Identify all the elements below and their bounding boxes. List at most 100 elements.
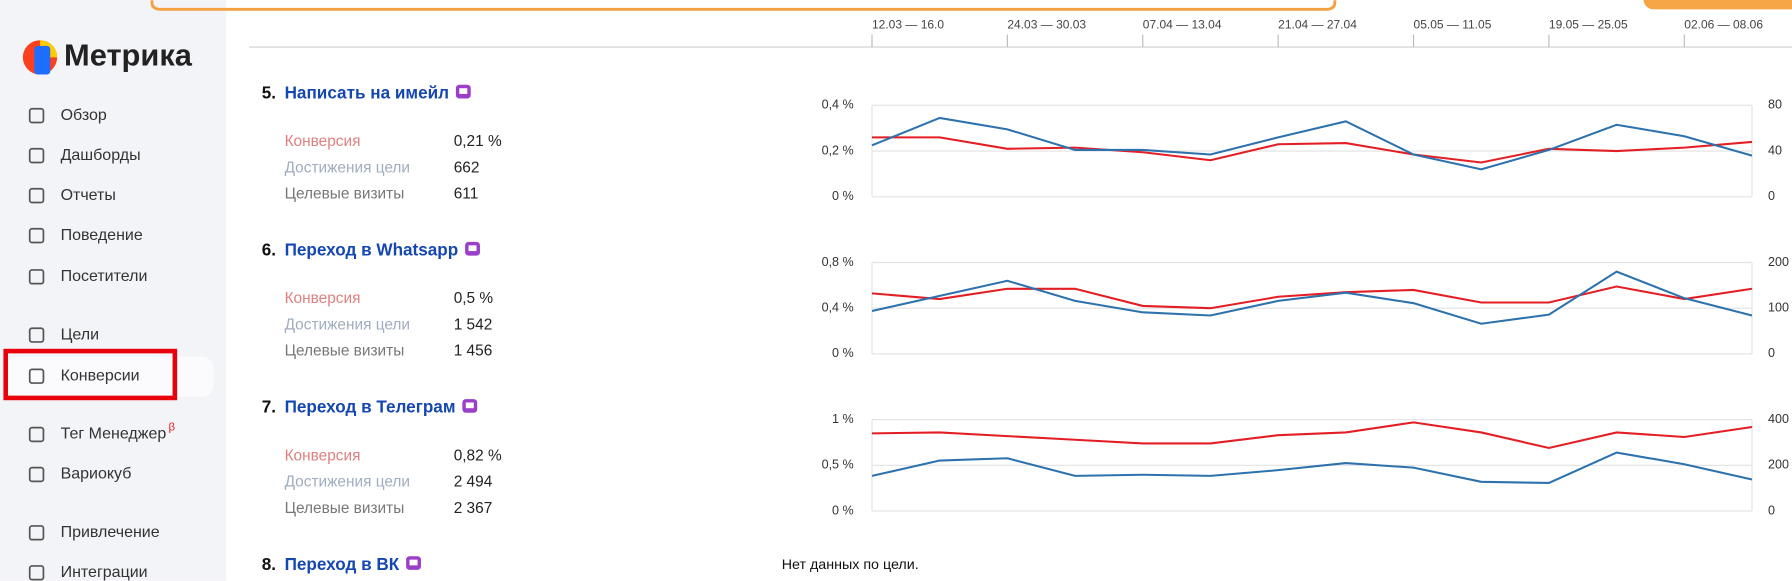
nav-item[interactable]: Привлечение — [28, 524, 160, 541]
nav-label: Посетители — [61, 268, 148, 285]
nav-item[interactable]: Дашборды — [28, 147, 141, 164]
nav-icon — [28, 466, 45, 483]
nav-label: Обзор — [61, 107, 107, 124]
date-label: 02.06 — 08.06 — [1684, 18, 1763, 32]
nav-icon — [28, 227, 45, 244]
nav-label: Поведение — [61, 227, 143, 244]
active-item-bg — [5, 356, 214, 397]
nav-icon — [28, 187, 45, 204]
y-tick-label: 0,8 % — [822, 255, 854, 269]
y2-tick-label: 200 — [1768, 255, 1789, 269]
y-tick-label: 0 % — [832, 503, 854, 517]
nav-icon — [28, 327, 45, 343]
y2-tick-label: 200 — [1768, 458, 1789, 472]
nav-label: Интеграции — [61, 564, 148, 581]
y2-tick-label: 40 — [1768, 143, 1782, 157]
y-tick-label: 0 % — [832, 346, 854, 360]
goal-number: 6. — [262, 240, 276, 260]
series-line — [871, 270, 1753, 325]
metric-value: 662 — [454, 159, 480, 176]
y-tick-label: 0 % — [832, 189, 854, 203]
nav-item[interactable]: Посетители — [28, 268, 148, 285]
goal-number: 7. — [262, 397, 276, 417]
date-label: 07.04 — 13.04 — [1143, 18, 1222, 32]
metric-label: Достижения цели — [285, 474, 410, 491]
nav-item[interactable]: Вариокуб — [28, 466, 132, 483]
y2-tick-label: 0 — [1768, 189, 1775, 203]
date-label: 19.05 — 25.05 — [1549, 18, 1628, 32]
chart: 0 % 0,5 % 1 % 0 200 400 — [822, 412, 1789, 517]
sidebar — [0, 0, 227, 581]
nav-item[interactable]: Обзор — [28, 107, 107, 124]
series-line — [872, 136, 1753, 164]
y-tick-label: 0,2 % — [822, 143, 854, 157]
y2-tick-label: 100 — [1768, 301, 1789, 315]
series-line — [871, 421, 1753, 450]
nav-label: Отчеты — [61, 187, 116, 204]
series-line — [871, 451, 1753, 484]
goal-icon-inner — [465, 402, 474, 409]
goal-title[interactable]: Переход в Телеграм — [285, 397, 456, 417]
nav-icon — [28, 525, 45, 541]
nav-label: Вариокуб — [61, 466, 132, 483]
metric-label: Достижения цели — [285, 316, 410, 333]
nav-item[interactable]: Поведение — [28, 227, 143, 244]
date-label: 24.03 — 30.03 — [1007, 18, 1086, 32]
goal-icon-inner — [468, 245, 477, 252]
nav-label: Конверсии — [61, 367, 140, 384]
metric-value: 1 542 — [454, 316, 493, 333]
y2-tick-label: 0 — [1768, 346, 1775, 360]
top-button[interactable] — [1643, 0, 1792, 10]
series-line — [871, 116, 1753, 171]
nav-icon — [28, 147, 45, 164]
nav-item[interactable]: Цели — [28, 326, 99, 343]
nav-badge: β — [169, 422, 176, 434]
search-box[interactable] — [150, 0, 1337, 11]
nav-label: Цели — [61, 326, 99, 343]
y2-tick-label: 0 — [1768, 503, 1775, 517]
nav-icon — [28, 368, 45, 384]
metric-value: 611 — [454, 186, 479, 203]
metric-value: 2 367 — [454, 500, 493, 517]
series-line — [871, 285, 1753, 310]
content: 5. Написать на имейл Конверсия 0,21 % Достиж… — [262, 82, 1789, 573]
nav-item[interactable]: Отчеты — [28, 187, 116, 204]
nav-icon — [28, 565, 45, 581]
y-tick-label: 0,5 % — [822, 458, 854, 472]
goal-title[interactable]: Переход в Whatsapp — [285, 240, 459, 260]
highlight-box — [3, 348, 178, 401]
date-label: 05.05 — 11.05 — [1414, 18, 1492, 32]
logo-icon-part — [34, 45, 51, 75]
y-tick-label: 0,4 % — [822, 98, 854, 112]
goal-number: 5. — [262, 82, 276, 102]
metric-label: Целевые визиты — [285, 500, 405, 517]
metric-label: Конверсия — [285, 290, 361, 307]
nav-label: Привлечение — [61, 524, 160, 541]
metric-value: 0,5 % — [454, 290, 494, 307]
metric-value: 0,82 % — [454, 447, 502, 464]
goal-title[interactable]: Переход в ВК — [285, 554, 400, 574]
nav-label: Дашборды — [61, 147, 141, 164]
no-data: Нет данных по цели. — [782, 557, 919, 573]
nav-item[interactable]: Интеграции — [28, 564, 148, 581]
metric-value: 1 456 — [454, 343, 493, 360]
metric-label: Целевые визиты — [285, 186, 405, 203]
nav-icon — [28, 426, 45, 443]
metric-label: Целевые визиты — [285, 343, 405, 360]
metric-value: 2 494 — [454, 474, 493, 491]
chart: 0 % 0,2 % 0,4 % 0 40 80 — [822, 98, 1782, 203]
date-label: 21.04 — 27.04 — [1278, 18, 1357, 32]
nav-icon — [28, 269, 45, 285]
goal-title[interactable]: Написать на имейл — [285, 82, 449, 102]
nav-item[interactable]: Тег Менеджер β — [28, 422, 176, 443]
y-tick-label: 1 % — [832, 412, 854, 426]
goal-number: 8. — [262, 554, 276, 574]
y2-tick-label: 400 — [1768, 412, 1789, 426]
nav-label: Тег Менеджер — [61, 426, 167, 443]
y-tick-label: 0,4 % — [822, 301, 854, 315]
nav-icon — [28, 107, 45, 124]
metric-value: 0,21 % — [454, 133, 502, 150]
chart: 0 % 0,4 % 0,8 % 0 100 200 — [822, 255, 1789, 360]
nav-item[interactable]: Конверсии — [28, 367, 140, 384]
